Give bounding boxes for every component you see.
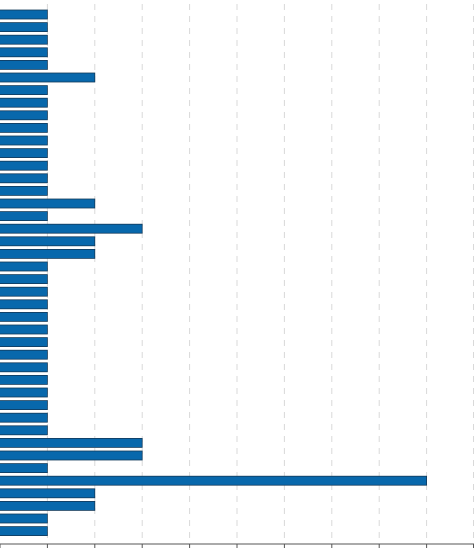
bar-32 [0, 412, 48, 423]
bar-29 [0, 374, 48, 385]
bar-20 [0, 261, 48, 272]
bar-24 [0, 311, 48, 322]
bar-23 [0, 299, 48, 310]
bar-13 [0, 173, 48, 184]
bar-6 [0, 85, 48, 95]
bar-39 [0, 500, 96, 511]
bar-19 [0, 248, 96, 259]
bar-35 [0, 450, 143, 461]
bar-41 [0, 526, 48, 536]
bar-36 [0, 463, 48, 474]
bar-16 [0, 211, 48, 222]
bar-0 [0, 9, 48, 20]
bar-10 [0, 135, 48, 146]
bar-4 [0, 60, 48, 70]
bar-3 [0, 47, 48, 58]
bar-11 [0, 148, 48, 159]
bar-15 [0, 198, 96, 209]
bars [0, 9, 428, 536]
x-axis [0, 543, 474, 548]
bar-8 [0, 110, 48, 121]
bar-14 [0, 185, 48, 196]
bar-1 [0, 22, 48, 33]
bar-2 [0, 34, 48, 45]
grid-lines [46, 4, 474, 544]
bar-21 [0, 274, 48, 285]
bar-31 [0, 400, 48, 411]
bar-25 [0, 324, 48, 335]
bar-30 [0, 387, 48, 398]
bar-22 [0, 286, 48, 297]
bar-33 [0, 425, 48, 436]
bar-12 [0, 160, 48, 171]
bar-34 [0, 437, 143, 448]
bar-18 [0, 236, 96, 247]
bar-40 [0, 513, 48, 524]
bar-27 [0, 349, 48, 360]
bar-28 [0, 362, 48, 373]
bar-17 [0, 223, 143, 234]
bar-26 [0, 337, 48, 348]
bar-7 [0, 97, 48, 108]
bar-5 [0, 72, 96, 83]
bar-9 [0, 123, 48, 133]
bar-38 [0, 488, 96, 499]
bar-37 [0, 475, 428, 486]
